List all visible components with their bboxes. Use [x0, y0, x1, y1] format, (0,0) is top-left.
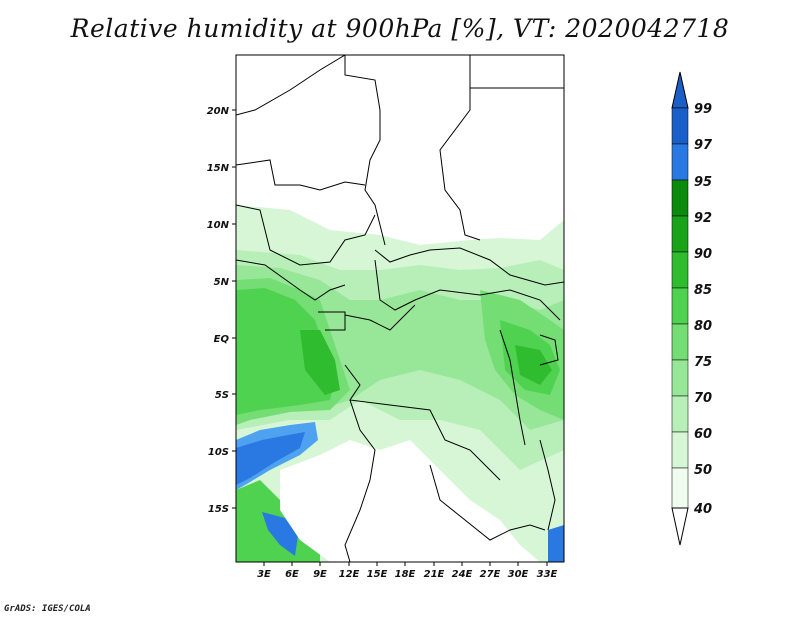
lon-label-27e: 27E [480, 569, 501, 580]
colorbar-label-80: 80 [694, 319, 712, 334]
colorbar-label-75: 75 [694, 355, 712, 370]
humidity-field [236, 55, 564, 562]
border-line [429, 464, 546, 541]
colorbar-segment-90 [671, 251, 689, 289]
humidity-area-coast-90 [300, 330, 340, 395]
lat-label-10s: 10S [208, 447, 229, 458]
colorbar-label-95: 95 [694, 175, 712, 190]
lon-label-6e: 6E [285, 569, 299, 580]
country-borders [236, 55, 564, 562]
colorbar-label-60: 60 [694, 427, 712, 442]
lon-label-12e: 12E [339, 569, 360, 580]
lat-label-5s: 5S [215, 390, 229, 401]
lat-label-15n: 15N [207, 163, 230, 174]
border-line [539, 334, 559, 366]
lat-label-eq: EQ [214, 334, 230, 345]
lon-label-33e: 33E [537, 569, 558, 580]
lon-label-24e: 24E [452, 569, 473, 580]
colorbar-over-arrow [671, 71, 689, 109]
lon-label-18e: 18E [395, 569, 416, 580]
colorbar-segment-99 [671, 107, 689, 145]
border-line [344, 364, 501, 481]
colorbar-label-85: 85 [694, 283, 712, 298]
colorbar-segment-50 [671, 467, 689, 509]
colorbar-segment-92 [671, 215, 689, 253]
border-line [499, 329, 526, 446]
colorbar-label-50: 50 [694, 463, 712, 478]
humidity-area-s-blue [262, 512, 298, 556]
lon-label-3e: 3E [257, 569, 271, 580]
lon-label-9e: 9E [313, 569, 327, 580]
border-line [439, 55, 481, 241]
colorbar-segment-97 [671, 143, 689, 181]
border-line [539, 439, 556, 531]
border-line [374, 259, 561, 321]
border-line [318, 311, 346, 331]
colorbar-segment-85 [671, 287, 689, 325]
border-line [236, 55, 346, 116]
map-panel [235, 54, 565, 563]
map-frame [235, 54, 565, 563]
colorbar-under-arrow [671, 507, 689, 546]
lat-label-10n: 10N [207, 220, 230, 231]
map-title: Relative humidity at 900hPa [%], VT: 202… [70, 14, 730, 43]
humidity-area-se-blue [548, 525, 564, 562]
lon-label-15e: 15E [367, 569, 388, 580]
humidity-area-dry-north [236, 55, 564, 240]
colorbar-label-70: 70 [694, 391, 712, 406]
border-line [374, 247, 564, 286]
border-line [236, 259, 346, 301]
colorbar-segment-60 [671, 431, 689, 469]
colorbar-segment-75 [671, 359, 689, 397]
colorbar-segment-95 [671, 179, 689, 217]
border-line [236, 159, 366, 191]
border-line [344, 399, 376, 562]
latitude-axis: 20N 15N 10N 5N EQ 5S 10S 15S [207, 106, 236, 515]
lat-label-5n: 5N [214, 277, 230, 288]
humidity-area-east-90 [515, 345, 552, 385]
colorbar-label-99: 99 [694, 102, 712, 117]
lon-label-30e: 30E [508, 569, 529, 580]
humidity-area-dry-inner [340, 460, 470, 540]
lon-label-21e: 21E [424, 569, 445, 580]
colorbar-label-40: 40 [693, 502, 712, 517]
border-line [344, 304, 416, 331]
border-line [236, 204, 376, 266]
longitude-axis: 3E 6E 9E 12E 15E 18E 21E 24E 27E 30E 33E [257, 562, 558, 580]
colorbar-segment-70 [671, 395, 689, 433]
colorbar: 99 97 95 92 90 85 80 75 70 60 50 40 [671, 71, 713, 546]
colorbar-label-90: 90 [694, 247, 712, 262]
grads-credit: GrADS: IGES/COLA [4, 604, 91, 614]
border-line [344, 55, 386, 246]
lat-label-20n: 20N [207, 106, 230, 117]
colorbar-label-97: 97 [694, 138, 713, 153]
humidity-area-85 [236, 288, 335, 415]
humidity-area-sw-97 [236, 432, 305, 485]
colorbar-label-92: 92 [694, 211, 712, 226]
colorbar-segment-80 [671, 323, 689, 361]
lat-label-15s: 15S [208, 504, 229, 515]
